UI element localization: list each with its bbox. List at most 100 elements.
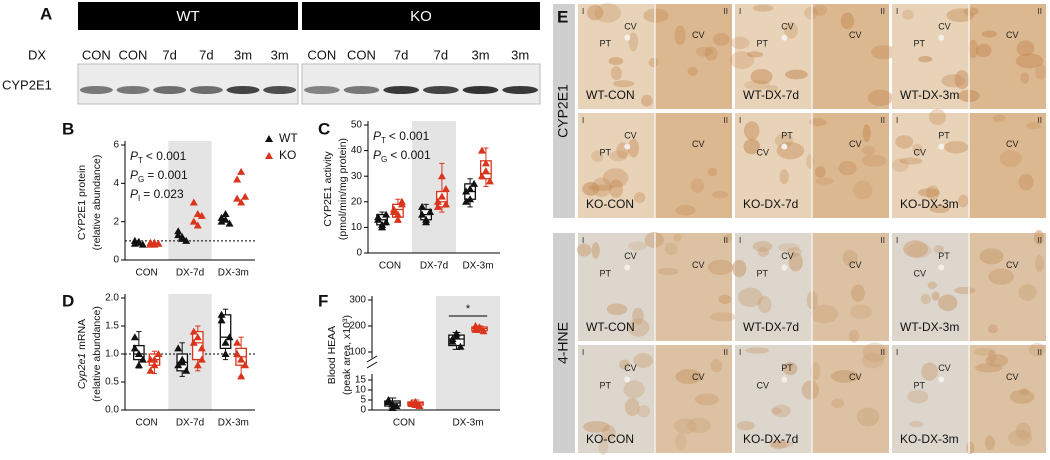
stain-blob [608, 56, 624, 66]
stain-blob [583, 421, 610, 433]
stain-blob [664, 242, 678, 256]
stain-blob [657, 267, 679, 276]
stain-blob [979, 248, 1004, 265]
stain-blob [992, 114, 1006, 123]
histology-left [735, 113, 812, 218]
stain-blob [771, 404, 791, 418]
histology-right [655, 345, 732, 453]
section-label: II [724, 116, 728, 125]
sample-label: KO-DX-7d [743, 432, 798, 446]
stain-blob [831, 398, 845, 409]
stain-blob [745, 347, 770, 354]
block-tab [553, 4, 575, 218]
stat-subscript: G [138, 175, 144, 184]
stain-blob [777, 243, 800, 252]
stain-blob [713, 33, 730, 46]
region-label: CV [624, 363, 637, 373]
data-point [221, 215, 230, 223]
data-point [437, 172, 446, 180]
data-point [193, 210, 202, 217]
stat-symbol: P [373, 148, 381, 162]
data-point [225, 333, 234, 341]
stain-blob [707, 259, 734, 276]
stain-blob [736, 420, 755, 431]
data-point [418, 202, 427, 210]
stain-blob [850, 304, 872, 319]
stain-blob [1015, 53, 1044, 69]
region-label: CV [624, 21, 637, 31]
axis-break [366, 361, 378, 369]
stain-blob [907, 242, 932, 259]
stain-blob [788, 252, 803, 272]
x-tick-label: DX-3m [462, 261, 493, 272]
data-point [433, 197, 442, 205]
region-label: PT [781, 363, 793, 373]
stain-blob [861, 154, 887, 167]
data-point [384, 396, 393, 403]
group-header [78, 2, 298, 30]
y-tick-label: 10 [355, 385, 367, 396]
stat-annotation: PG = 0.001 [130, 168, 188, 184]
stain-blob [594, 3, 622, 23]
y-tick-label: 4 [113, 178, 119, 189]
sample-label: WT-CON [586, 88, 635, 102]
data-point [174, 227, 183, 235]
stain-blob [975, 43, 992, 58]
stain-blob [867, 89, 893, 107]
data-point [197, 211, 206, 219]
stain-blob [899, 157, 923, 165]
section-label: II [724, 348, 728, 357]
stain-blob [1018, 284, 1037, 301]
region-label: CV [692, 139, 705, 149]
data-point [217, 316, 226, 324]
data-point [233, 194, 242, 202]
x-tick-label: CON [136, 268, 158, 279]
data-point [221, 350, 230, 357]
row-label: DX [28, 47, 46, 62]
data-point [178, 358, 187, 366]
region-label: PT [600, 380, 612, 390]
stain-blob [975, 363, 1003, 373]
region-label: CV [914, 268, 927, 278]
region-label: CV [757, 147, 770, 157]
stain-blob [1035, 254, 1045, 272]
data-point [456, 342, 465, 350]
data-point [374, 213, 383, 221]
block-label: 4-HNE [555, 322, 571, 364]
stain-blob [801, 380, 820, 400]
sample-label: WT-DX-7d [743, 320, 799, 334]
shaded-band [168, 141, 212, 260]
stain-blob [999, 150, 1022, 167]
section-label: I [582, 116, 584, 125]
region-label: PT [781, 130, 793, 140]
region-label: CV [692, 372, 705, 382]
data-point [462, 197, 471, 205]
data-point [441, 185, 450, 192]
y-tick-label: 1.5 [105, 321, 119, 332]
data-point [225, 219, 234, 227]
lane-label: 3m [271, 47, 289, 62]
region-label: PT [914, 38, 926, 48]
data-point [388, 404, 397, 411]
stat-annotation: PG < 0.001 [373, 148, 431, 164]
data-point [193, 221, 202, 229]
stain-blob [861, 353, 884, 369]
data-point [237, 372, 246, 380]
stain-blob [588, 184, 614, 191]
stain-blob [1009, 389, 1035, 404]
stain-blob [988, 268, 1015, 285]
histology-left [892, 113, 969, 218]
stain-blob [640, 94, 653, 107]
stain-blob [696, 46, 713, 57]
lane-label: 7d [394, 47, 408, 62]
blot-band [502, 86, 539, 94]
region-label: CV [849, 260, 862, 270]
stain-blob [644, 231, 664, 248]
stain-blob [853, 180, 873, 200]
section-label: II [724, 236, 728, 245]
data-point [477, 146, 486, 154]
blot-strip [77, 63, 299, 105]
stain-blob [602, 168, 629, 188]
group-label: WT [176, 8, 199, 25]
y-tick-label: 20 [351, 196, 363, 207]
